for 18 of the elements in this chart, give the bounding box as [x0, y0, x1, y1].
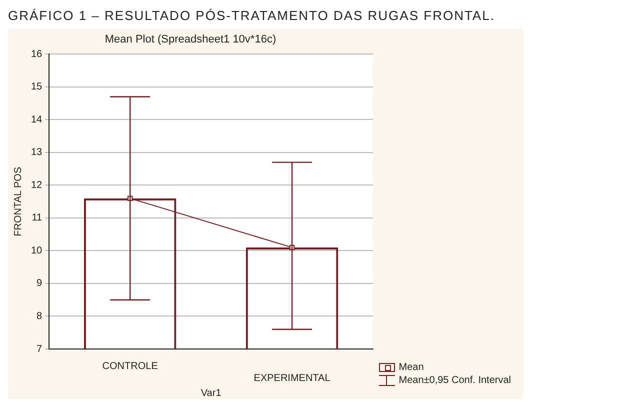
y-tick-label: 10: [31, 245, 43, 256]
text: Mean±0,95 Conf. Interval: [398, 375, 511, 386]
y-tick-label: 8: [36, 310, 43, 322]
y-tick-label: 14: [31, 114, 43, 126]
legend-label: Mean: [398, 362, 424, 373]
chart-subtitle: Mean Plot (Spreadsheet1 10v*16c): [104, 34, 276, 46]
x-tick-label: CONTROLE: [102, 360, 158, 372]
x-tick-label: EXPERIMENTAL: [254, 372, 331, 384]
x-axis-title: Var1: [200, 388, 222, 399]
y-tick-label: 15: [31, 82, 43, 93]
y-tick-label: 12: [31, 180, 43, 191]
y-tick-label: 7: [36, 344, 43, 355]
chart-title: GRÁFICO 1 – RESULTADO PÓS-TRATAMENTO DAS RUGAS FRONTAL.: [8, 8, 496, 23]
y-tick-label: 9: [36, 278, 43, 290]
y-tick-label: 11: [32, 212, 43, 224]
y-tick-label: 13: [31, 147, 43, 158]
y-axis-title: FRONTAL POS: [12, 166, 24, 236]
y-tick-label: 16: [31, 48, 43, 60]
